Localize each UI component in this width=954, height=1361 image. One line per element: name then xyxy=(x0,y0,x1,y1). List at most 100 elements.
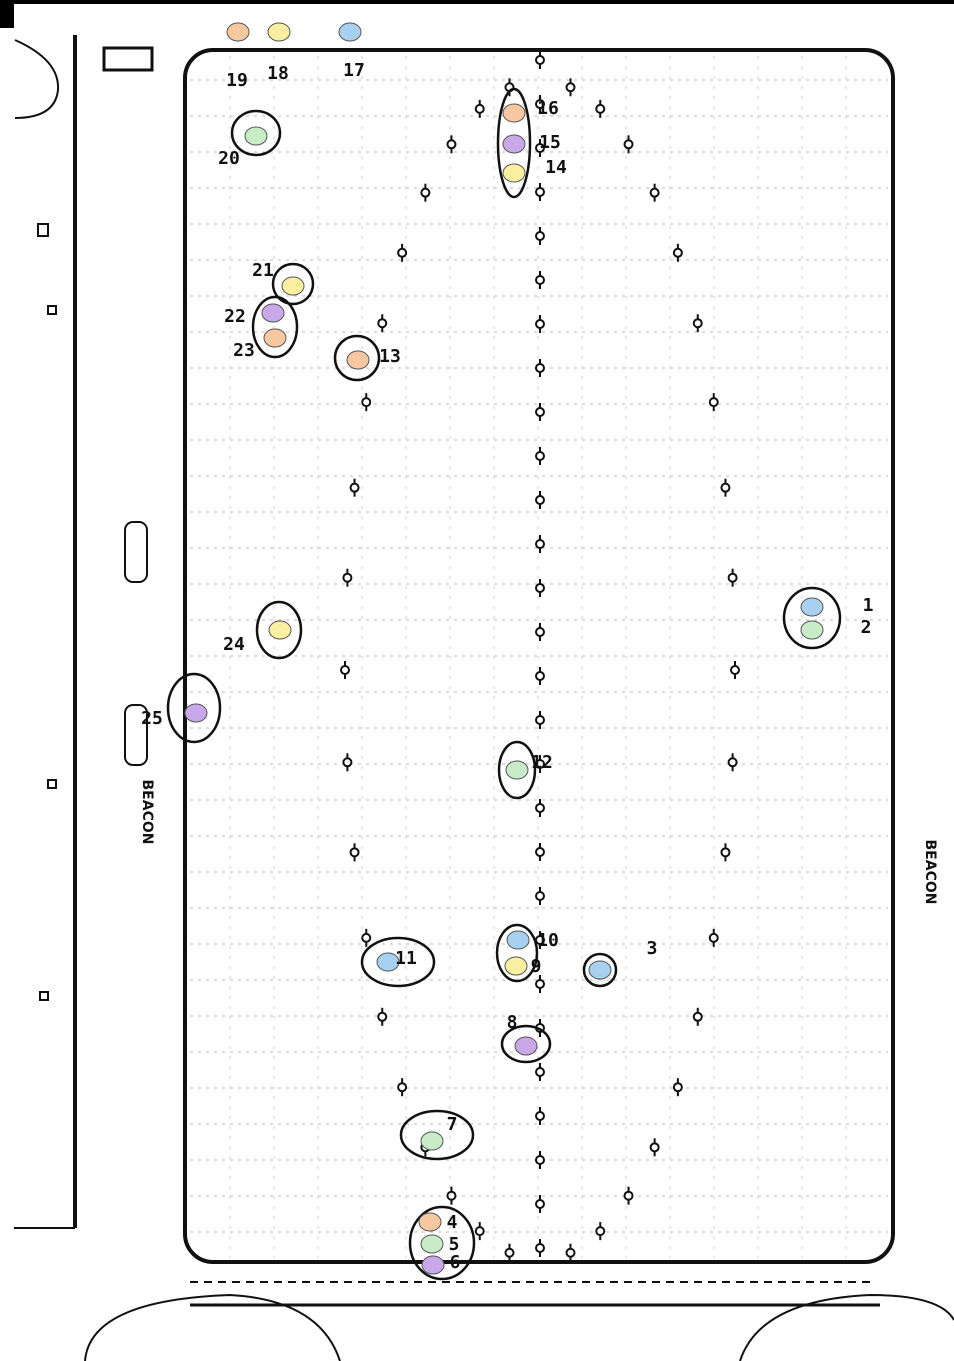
post xyxy=(535,407,545,417)
marker-label: 7 xyxy=(447,1114,458,1135)
post xyxy=(692,318,703,329)
group-ring xyxy=(399,1109,475,1161)
top-edge xyxy=(0,0,954,4)
post xyxy=(565,82,576,93)
post xyxy=(649,1142,660,1153)
post xyxy=(535,319,545,329)
marker xyxy=(268,620,292,640)
door-arc xyxy=(14,39,60,119)
post xyxy=(595,1226,606,1237)
post xyxy=(535,363,545,373)
pillar xyxy=(124,704,148,766)
marker-label: 20 xyxy=(218,148,240,169)
marker-label: 25 xyxy=(141,708,163,729)
group-ring xyxy=(230,109,282,157)
beacon-label: BEACON xyxy=(139,780,155,845)
marker xyxy=(418,1212,442,1232)
post xyxy=(446,139,457,150)
group-ring xyxy=(408,1205,476,1281)
post xyxy=(535,187,545,197)
marker xyxy=(514,1036,538,1056)
marker-label: 24 xyxy=(223,634,245,655)
post xyxy=(672,1082,683,1093)
marker xyxy=(338,22,362,42)
small-box xyxy=(47,779,57,789)
post xyxy=(535,1067,545,1077)
group-ring xyxy=(782,586,842,650)
marker xyxy=(244,126,268,146)
marker-label: 5 xyxy=(449,1234,460,1255)
group-ring xyxy=(360,936,436,988)
post xyxy=(535,891,545,901)
post xyxy=(720,847,731,858)
group-ring xyxy=(333,334,381,382)
marker xyxy=(261,303,285,323)
marker-label: 9 xyxy=(531,956,542,977)
post xyxy=(708,397,719,408)
marker-label: 12 xyxy=(531,752,553,773)
post xyxy=(340,665,350,675)
post xyxy=(672,247,683,258)
marker xyxy=(800,620,824,640)
marker xyxy=(502,103,526,123)
post xyxy=(535,495,545,505)
marker xyxy=(588,960,612,980)
post xyxy=(474,103,485,114)
post xyxy=(535,99,545,109)
marker-label: 18 xyxy=(267,63,289,84)
small-box xyxy=(39,991,49,1001)
post xyxy=(535,1111,545,1121)
marker xyxy=(421,1255,445,1275)
marker-label: 16 xyxy=(537,98,559,119)
marker xyxy=(346,350,370,370)
marker-label: 8 xyxy=(507,1012,518,1033)
post xyxy=(504,1247,515,1258)
post xyxy=(727,572,738,583)
marker xyxy=(420,1234,444,1254)
post xyxy=(535,1155,545,1165)
marker-label: 10 xyxy=(537,930,559,951)
post xyxy=(361,397,372,408)
post xyxy=(535,143,545,153)
marker-label: 6 xyxy=(450,1252,461,1273)
post xyxy=(535,583,545,593)
group-ring xyxy=(251,295,299,359)
post xyxy=(535,275,545,285)
marker-label: 3 xyxy=(647,938,658,959)
post xyxy=(535,539,545,549)
nodes: 1234567891011121314151617181920212223242… xyxy=(141,22,873,1281)
post xyxy=(377,1011,388,1022)
small-box xyxy=(47,305,57,315)
marker xyxy=(800,597,824,617)
posts xyxy=(340,51,740,1262)
post xyxy=(535,451,545,461)
post xyxy=(535,759,545,769)
pillar xyxy=(124,521,148,583)
post xyxy=(535,231,545,241)
arc xyxy=(739,1293,954,1361)
marker-label: 11 xyxy=(395,948,417,969)
post xyxy=(535,715,545,725)
marker-label: 14 xyxy=(545,157,567,178)
post xyxy=(720,482,731,493)
post xyxy=(623,139,634,150)
marker xyxy=(506,930,530,950)
post xyxy=(446,1190,457,1201)
beacon-label: BEACON xyxy=(922,840,938,905)
post xyxy=(474,1226,485,1237)
post xyxy=(361,932,372,943)
post xyxy=(535,847,545,857)
post xyxy=(342,572,353,583)
marker xyxy=(226,22,250,42)
floor-boundary xyxy=(183,48,895,1264)
post xyxy=(535,803,545,813)
post xyxy=(595,103,606,114)
post xyxy=(349,482,360,493)
marker xyxy=(504,956,528,976)
marker-label: 15 xyxy=(539,132,561,153)
small-box xyxy=(37,223,49,237)
marker-label: 13 xyxy=(379,346,401,367)
marker xyxy=(376,952,400,972)
group-ring xyxy=(582,952,618,988)
post xyxy=(349,847,360,858)
